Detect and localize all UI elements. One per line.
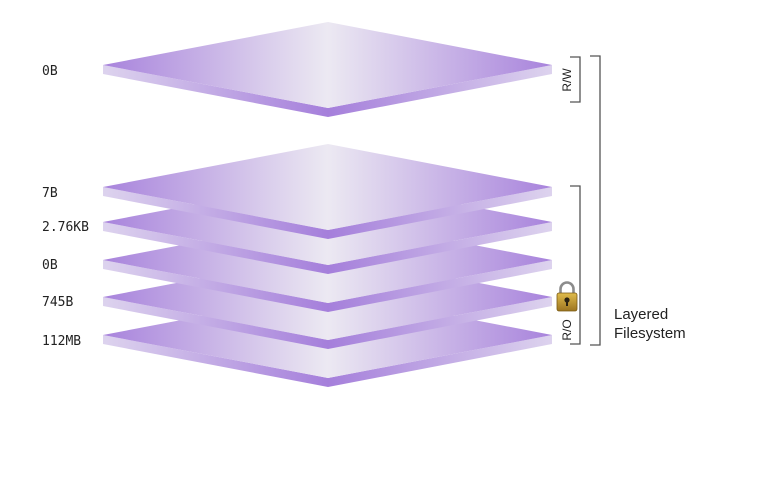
filesystem-label-line2: Filesystem [614,325,686,342]
layer-size-label: 112MB [42,334,81,349]
padlock-icon [557,283,577,312]
filesystem-layer [103,22,552,117]
layer-size-label: 7B [42,186,58,201]
filesystem-bracket [590,56,600,345]
layer-stack [103,22,552,387]
layer-top-face [103,22,552,108]
rw-label: R/W [560,68,574,92]
filesystem-label-line1: Layered [614,306,668,323]
layer-size-label: 2.76KB [42,220,89,235]
ro-label: R/O [560,319,574,340]
size-labels: 0B 7B 2.76KB 0B 745B 112MB [42,64,89,349]
layer-size-label: 0B [42,64,58,79]
layer-size-label: 0B [42,258,58,273]
layer-size-label: 745B [42,295,73,310]
